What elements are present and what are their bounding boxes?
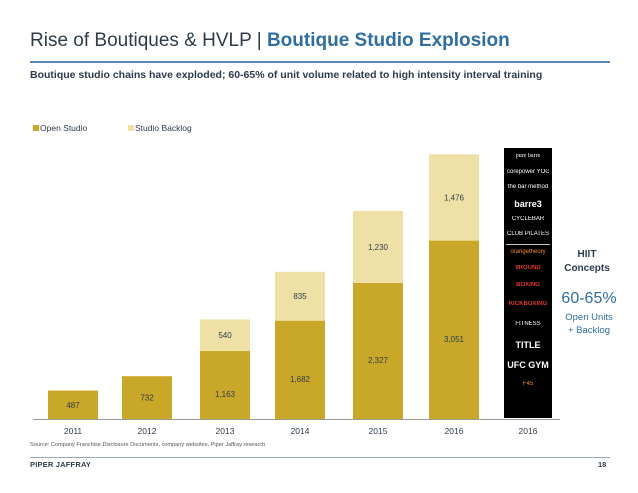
- 9round-logo: 9ROUND: [515, 265, 541, 271]
- pure-barre-logo: pure barre: [515, 153, 541, 159]
- legend-swatch-studio-backlog: [128, 125, 134, 131]
- x-tick-label-4: 2015: [369, 426, 388, 436]
- data-label-backlog-3: 835: [293, 292, 307, 301]
- title-main: Rise of Boutiques & HVLP: [30, 30, 252, 51]
- slide-title: Rise of Boutiques & HVLP | Boutique Stud…: [30, 30, 510, 52]
- bar-open-studio-0: [48, 390, 98, 419]
- data-label-backlog-2: 540: [218, 331, 232, 340]
- bar-open-studio-4: [353, 282, 403, 419]
- f45-logo: F45: [522, 381, 534, 387]
- data-label-backlog-5: 1,476: [444, 193, 465, 202]
- bar-studio-backlog-5: [429, 154, 479, 241]
- legend-label-studio-backlog: Studio Backlog: [135, 123, 192, 133]
- hiit-sub-line1: Open Units: [565, 312, 613, 323]
- boxing-eagle-logo: FITNESS: [515, 321, 541, 327]
- hiit-label-line1: HIIT: [577, 249, 597, 260]
- bar-studio-backlog-3: [275, 271, 325, 321]
- footer-brand: PIPER JAFFRAY: [30, 460, 92, 469]
- title-accent: Boutique Studio Explosion: [266, 30, 510, 51]
- data-label-backlog-4: 1,230: [368, 243, 389, 252]
- ilovekickboxing-logo: KICKBOXING: [508, 301, 548, 307]
- hiit-sub-line2: + Backlog: [568, 325, 610, 336]
- bar-open-studio-5: [429, 240, 479, 419]
- x-tick-label-2: 2013: [216, 426, 235, 436]
- x-tick-label-3: 2014: [291, 426, 310, 436]
- slide-subtitle: Boutique studio chains have exploded; 60…: [30, 69, 543, 81]
- hiit-logo-panel: pure barre corepower YOGA the bar method ba…: [504, 148, 552, 418]
- x-tick-label-1: 2012: [138, 426, 157, 436]
- ufc-gym-logo: UFC GYM: [507, 361, 549, 370]
- hiit-subtext: Open Units + Backlog: [558, 311, 620, 337]
- bar-open-studio-3: [275, 320, 325, 419]
- hiit-label: HIIT Concepts: [563, 248, 611, 276]
- data-label-open-2: 1,163: [215, 390, 236, 399]
- data-label-open-3: 1,682: [290, 375, 311, 384]
- orangetheory-logo: orangetheory: [510, 249, 546, 255]
- data-label-open-5: 3,051: [444, 335, 465, 344]
- hiit-percent: 60-65%: [561, 290, 617, 307]
- x-tick-label-6: 2016: [519, 426, 538, 436]
- footer-rule: [30, 457, 610, 458]
- title-rule: [30, 61, 610, 63]
- bar-open-studio-2: [200, 350, 250, 419]
- data-label-open-1: 732: [140, 394, 154, 403]
- bar-studio-backlog-4: [353, 210, 403, 283]
- legend-swatch-open-studio: [33, 125, 39, 131]
- logo-group-divider: [506, 244, 550, 245]
- hiit-label-line2: Concepts: [564, 263, 610, 274]
- bar-method-logo: the bar method: [507, 184, 549, 190]
- cyclebar-logo: CYCLEBAR: [511, 216, 545, 222]
- bar-studio-backlog-2: [200, 319, 250, 351]
- barre3-logo: barre3: [514, 200, 542, 209]
- bar-open-studio-1: [122, 376, 172, 419]
- club-pilates-logo: CLUB PILATES: [507, 231, 549, 237]
- page-number: 18: [598, 460, 607, 469]
- x-tick-label-0: 2011: [64, 426, 83, 436]
- source-note: Source: Company Franchise Disclosure Doc…: [30, 442, 266, 448]
- corepower-yoga-logo: corepower YOGA: [507, 169, 549, 175]
- title-separator: |: [251, 30, 267, 51]
- data-label-open-0: 487: [66, 401, 80, 410]
- legend-label-open-studio: Open Studio: [40, 123, 88, 133]
- title-boxing-badge-logo: BOXING: [516, 282, 540, 288]
- x-tick-label-5: 2016: [445, 426, 464, 436]
- title-logo: TITLE: [515, 341, 541, 350]
- data-label-open-4: 2,327: [368, 356, 389, 365]
